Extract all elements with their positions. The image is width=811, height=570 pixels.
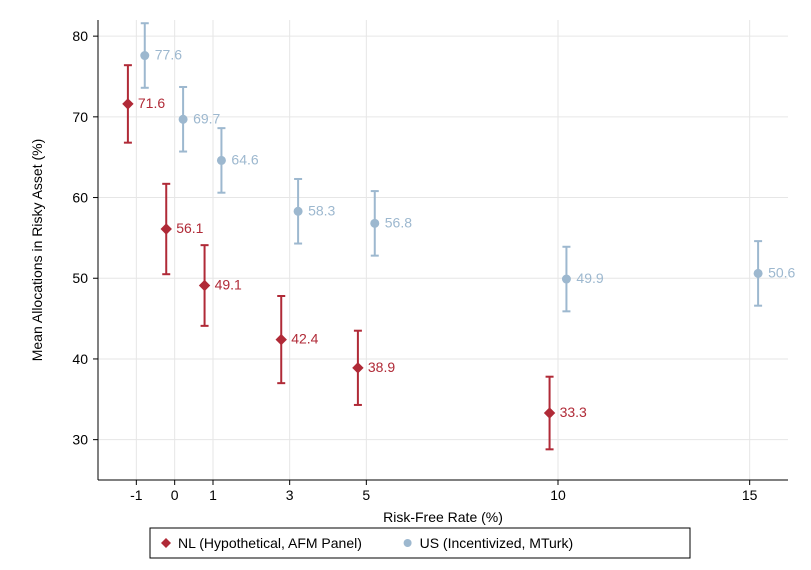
point-label: 49.1 bbox=[215, 277, 242, 293]
point-label: 50.6 bbox=[768, 264, 795, 280]
point-label: 58.3 bbox=[308, 202, 335, 218]
chart-container: -1 0 1 3 5 10 15 30 40 50 60 70 80 Risk-Free Rate (%)… bbox=[0, 0, 811, 570]
y-tick-label: 60 bbox=[72, 190, 88, 206]
legend-label: NL (Hypothetical, AFM Panel) bbox=[178, 535, 362, 551]
circle-marker bbox=[217, 156, 225, 164]
x-tick-label: -1 bbox=[130, 487, 143, 503]
x-tick-label: 1 bbox=[209, 487, 217, 503]
x-tick-label: 10 bbox=[550, 487, 566, 503]
y-axis-title: Mean Allocations in Risky Asset (%) bbox=[29, 139, 45, 362]
x-tick-label: 15 bbox=[742, 487, 758, 503]
point-label: 69.7 bbox=[193, 110, 220, 126]
point-label: 42.4 bbox=[291, 331, 318, 347]
chart-background bbox=[0, 0, 811, 570]
x-tick-label: 3 bbox=[286, 487, 294, 503]
point-label: 33.3 bbox=[560, 404, 587, 420]
y-tick-label: 80 bbox=[72, 28, 88, 44]
x-tick-label: 0 bbox=[171, 487, 179, 503]
x-tick-label: 5 bbox=[362, 487, 370, 503]
circle-marker bbox=[371, 219, 379, 227]
y-tick-label: 50 bbox=[72, 270, 88, 286]
circle-marker bbox=[179, 115, 187, 123]
y-tick-label: 40 bbox=[72, 351, 88, 367]
x-axis-title: Risk-Free Rate (%) bbox=[383, 509, 503, 525]
point-label: 71.6 bbox=[138, 95, 165, 111]
point-label: 56.8 bbox=[385, 214, 412, 230]
point-label: 64.6 bbox=[231, 151, 258, 167]
legend-circle-icon bbox=[404, 539, 412, 547]
circle-marker bbox=[562, 275, 570, 283]
circle-marker bbox=[754, 269, 762, 277]
point-label: 49.9 bbox=[576, 270, 603, 286]
y-tick-label: 30 bbox=[72, 432, 88, 448]
circle-marker bbox=[294, 207, 302, 215]
point-label: 56.1 bbox=[176, 220, 203, 236]
point-label: 38.9 bbox=[368, 359, 395, 375]
y-tick-label: 70 bbox=[72, 109, 88, 125]
error-bar-scatter-chart: -1 0 1 3 5 10 15 30 40 50 60 70 80 Risk-Free Rate (%)… bbox=[0, 0, 811, 570]
circle-marker bbox=[141, 52, 149, 60]
point-label: 77.6 bbox=[155, 47, 182, 63]
legend-label: US (Incentivized, MTurk) bbox=[420, 535, 574, 551]
